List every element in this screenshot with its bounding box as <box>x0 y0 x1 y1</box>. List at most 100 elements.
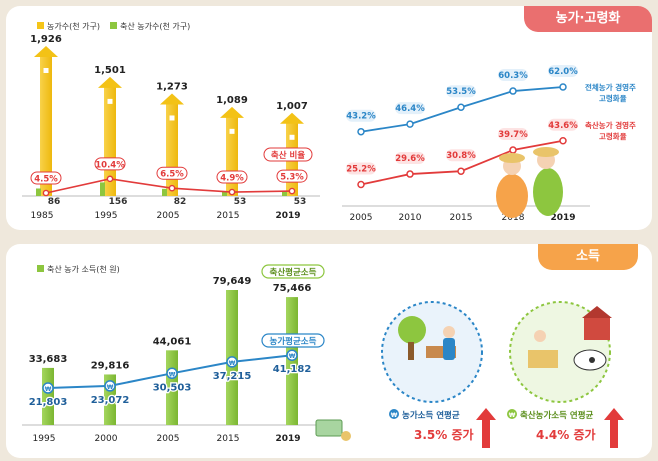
ratio-label-2005: 6.5% <box>160 170 184 180</box>
elderly-woman-body <box>496 174 528 218</box>
won-icon-2015: ₩ <box>229 360 236 367</box>
aging-point-all-2015 <box>457 103 465 111</box>
farm-bar-dot-1995 <box>107 98 113 104</box>
aging-label-bg-all-2019 <box>548 65 578 77</box>
livestock-won-icon <box>507 409 517 419</box>
won-icon-1995: ₩ <box>45 386 52 393</box>
livestock-income-bar-2019 <box>286 297 298 425</box>
won-icon-2019: ₩ <box>289 353 296 360</box>
aging-x-tick-2005: 2005 <box>350 213 373 223</box>
livestock-income-bar-1995 <box>42 367 54 425</box>
farm-income-point-2019 <box>286 349 298 361</box>
ratio-label-bg-2005 <box>156 166 188 180</box>
livestock-value-2005: 82 <box>174 197 187 207</box>
aging-line-livestock <box>360 139 564 186</box>
money-bill-icon <box>315 419 343 437</box>
farm-bar-dot-2019 <box>289 134 295 140</box>
aging-point-livestock-2018 <box>509 146 517 154</box>
legend-swatch-farm <box>37 22 44 29</box>
legend-label-livestock: 축산 농가수(천 가구) <box>120 21 190 31</box>
farm-income-point-2000 <box>104 380 116 392</box>
aging-label-livestock-2005: 25.2% <box>346 165 376 175</box>
aging-label-bg-livestock-2005 <box>346 162 376 175</box>
cow-spot-icon <box>589 357 595 363</box>
aging-label-bg-livestock-2019 <box>548 118 578 131</box>
legend-label-farm: 농가수(천 가구) <box>47 21 100 31</box>
x-tick-2019: 2019 <box>275 211 300 221</box>
ratio-label-bg-1985 <box>30 171 62 185</box>
farmer-body-icon <box>443 338 455 360</box>
ratio-label-1985: 4.5% <box>34 175 58 185</box>
aging-label-all-2015: 53.5% <box>446 87 476 97</box>
aging-label-bg-livestock-2010 <box>395 152 425 165</box>
ratio-label-bg-1995 <box>94 157 126 171</box>
farm-bar-arrow-2019 <box>280 112 304 124</box>
aging-label-bg-all-2015 <box>446 85 476 98</box>
farm-bar-dot-1985 <box>43 68 49 73</box>
livestock-bar-1995 <box>100 182 105 196</box>
barn-roof-icon <box>582 306 612 318</box>
income-x-tick-2015: 2015 <box>217 434 240 444</box>
aging-label-all-2005: 43.2% <box>346 112 376 122</box>
elderly-man-hat <box>533 147 559 157</box>
ratio-point-2019 <box>288 187 296 195</box>
aging-label-livestock-2010: 29.6% <box>395 154 425 164</box>
aging-x-tick-2018: 2018 <box>502 213 525 223</box>
farm-bar-arrow-1995 <box>98 76 122 88</box>
aging-label-bg-livestock-2015 <box>446 149 476 162</box>
livestock-income-value-2015: 79,649 <box>213 276 252 287</box>
livestock-up-arrow-icon <box>604 408 624 448</box>
aging-live-name-2: 고령화율 <box>599 131 627 141</box>
livestock-income-value-2005: 44,061 <box>153 336 192 347</box>
tree-icon <box>398 316 426 344</box>
livestock-income-value-2019: 75,466 <box>273 283 312 294</box>
farm-bar-1985 <box>40 56 52 196</box>
x-tick-1995: 1995 <box>95 211 118 221</box>
aging-point-all-2018 <box>509 87 517 95</box>
x-tick-2005: 2005 <box>157 211 180 221</box>
farm-value-2005: 1,273 <box>156 81 188 92</box>
farm-income-point-2005 <box>166 367 178 380</box>
aging-label-all-2018: 60.3% <box>498 71 528 81</box>
farm-bar-arrow-2005 <box>160 93 184 105</box>
aging-label-livestock-2018: 39.7% <box>498 130 528 140</box>
farm-income-value-2000: 23,072 <box>91 395 130 406</box>
income-x-tick-2000: 2000 <box>95 434 118 444</box>
aging-point-all-2010 <box>406 120 414 128</box>
farm-up-arrow-icon <box>476 408 496 448</box>
livestock-income-tag: 축산평균소득 <box>270 267 317 278</box>
income-legend-label: 축산 농가 소득(천 원) <box>47 264 120 274</box>
farm-bar-arrow-1985 <box>34 46 58 57</box>
livestock-income-tag-bg <box>261 264 325 279</box>
aging-label-livestock-2019: 43.6% <box>548 121 578 131</box>
x-tick-2015: 2015 <box>217 211 240 221</box>
won-icon-2000: ₩ <box>107 384 114 391</box>
aging-point-livestock-2019 <box>559 137 567 145</box>
aging-label-all-2019: 62.0% <box>548 67 578 77</box>
aging-all-name-2: 고령화율 <box>599 93 627 103</box>
livestock-growth-title: 축산농가소득 연평균 <box>520 410 594 421</box>
income-x-tick-1995: 1995 <box>33 434 56 444</box>
farm-growth-value: 3.5% 증가 <box>414 427 474 442</box>
farm-income-point-1995 <box>42 382 54 394</box>
hay-bale-icon <box>528 350 558 368</box>
ratio-point-1985 <box>42 189 50 197</box>
ratio-label-2019: 5.3% <box>280 173 304 183</box>
ratio-point-2005 <box>168 184 176 192</box>
aging-x-tick-2019: 2019 <box>550 213 575 223</box>
ratio-point-2015 <box>228 188 236 196</box>
livestock-bar-1985 <box>36 188 41 196</box>
livestock-bar-2005 <box>162 188 167 196</box>
aging-label-bg-all-2005 <box>346 109 376 122</box>
ratio-point-1995 <box>106 175 114 183</box>
farmer-head-icon <box>443 326 455 338</box>
farm-income-tag: 농가평균소득 <box>270 336 317 347</box>
legend-swatch-livestock <box>110 22 117 29</box>
income-x-tick-2019: 2019 <box>275 434 300 444</box>
aging-all-name-1: 전체농가 경영주 <box>585 82 636 92</box>
income-section-badge: 소득 <box>538 244 638 270</box>
farm-income-value-2019: 41,182 <box>273 364 312 375</box>
farm-bar-dot-2015 <box>229 128 235 134</box>
rancher-head-icon <box>534 330 546 342</box>
